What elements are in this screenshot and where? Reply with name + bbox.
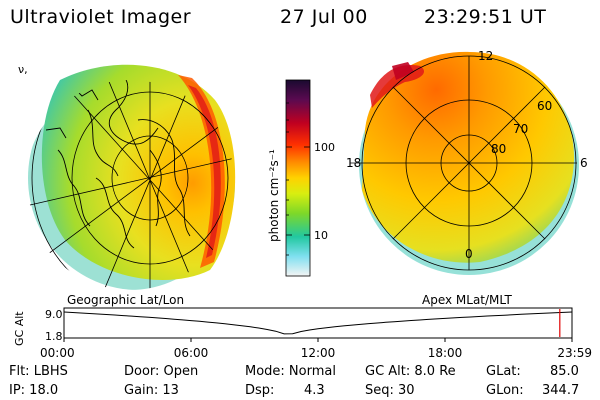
mode-info: Mode: Normal [245, 364, 336, 379]
colorbar-unit-label: photon cm⁻²s⁻¹ [267, 149, 281, 242]
magnetic-panel-label: Apex MLat/MLT [422, 293, 512, 307]
timeline-x-ticks: 00:00 06:00 12:00 18:00 23:59 [40, 338, 592, 360]
magnetic-grid [350, 55, 577, 271]
geographic-image [28, 64, 236, 290]
colorbar-tick-10: 10 [314, 229, 328, 242]
mlt-label-6: 6 [580, 156, 588, 170]
coastline-map [45, 80, 191, 249]
timeline-tick-label: 23:59 [557, 346, 592, 360]
timeline-tick-label: 00:00 [40, 346, 75, 360]
timeline-tick-label: 12:00 [301, 346, 336, 360]
gain-info: Gain: 13 [124, 383, 179, 398]
mlt-label-0: 0 [465, 247, 473, 261]
color-scale: 100 10 photon cm⁻²s⁻¹ [267, 79, 335, 277]
timeline-tick-label: 18:00 [428, 346, 463, 360]
gc-alt-info: GC Alt: 8.0 Re [365, 364, 456, 379]
instrument-title: Ultraviolet Imager [10, 6, 192, 28]
ip-info: IP: 18.0 [9, 383, 59, 398]
timeline-y-bottom: 1.8 [45, 330, 63, 343]
mlt-label-12: 12 [478, 49, 493, 63]
timeline-tick-label: 06:00 [174, 346, 209, 360]
lat-label-70: 70 [513, 122, 528, 136]
lat-label-60: 60 [537, 99, 552, 113]
dsp-label: Dsp: [245, 383, 275, 398]
altitude-timeline [63, 307, 573, 339]
glat-label: GLat: [486, 364, 521, 379]
dsp-value: 4.3 [304, 383, 325, 398]
seq-info: Seq: 30 [365, 383, 415, 398]
geographic-panel-label: Geographic Lat/Lon [67, 293, 184, 307]
glon-label: GLon: [486, 383, 524, 398]
colorbar-tick-100: 100 [314, 141, 335, 154]
filter-info: Flt: LBHS [9, 364, 68, 379]
date-label: 27 Jul 00 [280, 6, 368, 28]
glat-value: 85.0 [550, 364, 579, 379]
time-label: 23:29:51 UT [424, 6, 547, 28]
glon-value: 344.7 [542, 383, 580, 398]
corner-mark: ν, [18, 63, 28, 76]
door-info: Door: Open [124, 364, 199, 379]
mlt-label-18: 18 [346, 156, 361, 170]
timeline-ylabel: GC Alt [13, 311, 26, 346]
geographic-grid [29, 80, 235, 290]
timeline-y-top: 9.0 [45, 308, 63, 321]
magnetic-image [359, 51, 579, 275]
lat-label-80: 80 [491, 142, 506, 156]
